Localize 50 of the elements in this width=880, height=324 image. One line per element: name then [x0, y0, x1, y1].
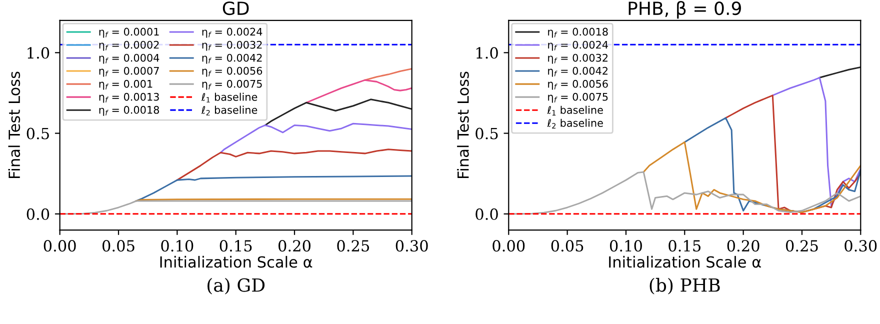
text: (a) GD	[208, 278, 265, 294]
x-tick-label: 0.15	[220, 240, 252, 252]
legend-label: η$_{f}$ = 0.0004	[99, 54, 160, 64]
legend-label: η$_{f}$ = 0.0056	[202, 66, 262, 77]
chart-title: GD	[222, 1, 249, 16]
x-tick-label: 0.20	[278, 240, 310, 252]
y-tick-label: 0.0	[26, 208, 50, 220]
legend-label: η$_{f}$ = 0.001	[99, 80, 152, 90]
x-axis-title: Initialization Scale α	[160, 256, 312, 268]
legend-label: η$_{f}$ = 0.0032	[202, 40, 262, 51]
legend-label: ℓ$_{2}$ baseline	[547, 118, 603, 128]
x-tick-label: 0.00	[492, 240, 525, 252]
legend-label: η$_{f}$ = 0.0018	[99, 106, 160, 116]
x-tick-label: 0.20	[727, 240, 760, 252]
x-tick-label: 0.25	[337, 240, 370, 252]
x-tick-label: 0.00	[44, 240, 76, 252]
legend-label: ℓ$_{1}$ baseline	[547, 106, 603, 116]
legend-label: η$_{f}$ = 0.0042	[548, 66, 608, 77]
legend-label: η$_{f}$ = 0.0042	[202, 54, 262, 64]
legend-label: ℓ$_{2}$ baseline	[201, 106, 258, 116]
text: (b) PHB	[650, 278, 720, 294]
legend-label: η$_{f}$ = 0.0002	[99, 40, 159, 51]
x-tick-label: 0.30	[844, 240, 877, 252]
legend-label: η$_{f}$ = 0.0056	[548, 80, 608, 90]
x-tick-label: 0.05	[551, 240, 584, 252]
chart-title: PHB, β = 0.9	[628, 1, 741, 19]
x-tick-label: 0.10	[610, 240, 642, 252]
x-tick-label: 0.30	[396, 240, 428, 252]
legend-label: η$_{f}$ = 0.0075	[202, 80, 262, 90]
legend-label: η$_{f}$ = 0.0013	[99, 92, 159, 103]
x-tick-label: 0.10	[161, 240, 194, 252]
legend-label: η$_{f}$ = 0.0024	[202, 28, 262, 38]
y-tick-label: 1.0	[28, 47, 50, 59]
x-tick-label: 0.15	[668, 240, 700, 252]
legend-label: η$_{f}$ = 0.0007	[99, 66, 159, 77]
y-tick-label: 0.0	[476, 208, 498, 220]
y-axis-title: Final Test Loss	[8, 72, 20, 178]
x-axis-title: Initialization Scale α	[609, 256, 761, 268]
legend-label: η$_{f}$ = 0.0024	[548, 40, 608, 51]
x-tick-label: 0.05	[102, 240, 134, 252]
legend-label: η$_{f}$ = 0.0001	[99, 28, 159, 38]
legend-label: η$_{f}$ = 0.0032	[548, 54, 608, 64]
y-tick-label: 1.0	[476, 47, 498, 59]
legend-label: ℓ$_{1}$ baseline	[201, 92, 258, 102]
y-tick-label: 0.5	[26, 128, 49, 140]
y-axis-title: Final Test Loss	[457, 72, 469, 178]
legend-label: η$_{f}$ = 0.0075	[548, 92, 608, 103]
y-tick-label: 0.5	[476, 128, 498, 140]
x-tick-label: 0.25	[786, 240, 818, 252]
legend-label: η$_{f}$ = 0.0018	[548, 28, 608, 38]
